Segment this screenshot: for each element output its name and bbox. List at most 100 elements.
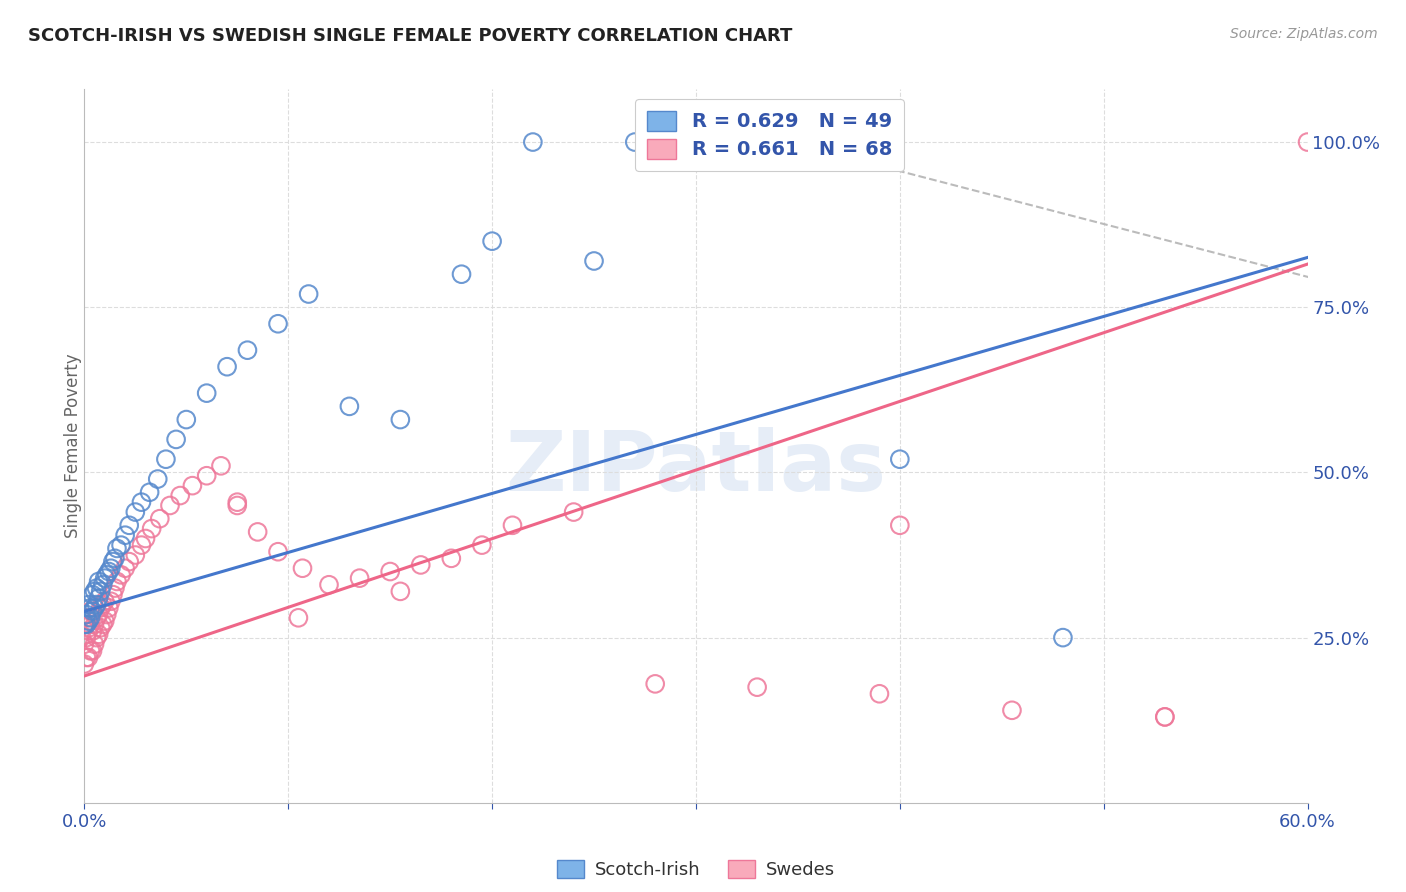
Point bbox=[86, 598, 108, 612]
Point bbox=[149, 511, 172, 525]
Point bbox=[97, 600, 120, 615]
Point bbox=[169, 489, 191, 503]
Point bbox=[73, 617, 96, 632]
Point bbox=[267, 317, 290, 331]
Point bbox=[118, 555, 141, 569]
Point bbox=[77, 624, 100, 638]
Point bbox=[100, 561, 122, 575]
Point bbox=[291, 561, 314, 575]
Point bbox=[339, 400, 361, 414]
Point bbox=[889, 518, 911, 533]
Point bbox=[79, 611, 101, 625]
Point bbox=[118, 518, 141, 533]
Point bbox=[1154, 710, 1177, 724]
Point bbox=[82, 604, 104, 618]
Point bbox=[124, 548, 146, 562]
Text: SCOTCH-IRISH VS SWEDISH SINGLE FEMALE POVERTY CORRELATION CHART: SCOTCH-IRISH VS SWEDISH SINGLE FEMALE PO… bbox=[28, 27, 793, 45]
Point bbox=[226, 499, 249, 513]
Point bbox=[79, 617, 101, 632]
Point bbox=[105, 574, 128, 589]
Point bbox=[79, 600, 101, 615]
Point bbox=[90, 621, 112, 635]
Point bbox=[83, 584, 105, 599]
Point bbox=[502, 518, 524, 533]
Point bbox=[75, 631, 97, 645]
Point bbox=[471, 538, 494, 552]
Point bbox=[124, 505, 146, 519]
Point bbox=[287, 611, 309, 625]
Point bbox=[114, 528, 136, 542]
Point bbox=[96, 607, 118, 622]
Point bbox=[86, 611, 108, 625]
Point bbox=[77, 598, 100, 612]
Point bbox=[83, 617, 105, 632]
Point bbox=[380, 565, 402, 579]
Point bbox=[440, 551, 463, 566]
Point bbox=[747, 680, 769, 694]
Point bbox=[110, 538, 132, 552]
Point bbox=[181, 478, 204, 492]
Point bbox=[318, 578, 340, 592]
Point bbox=[82, 624, 104, 638]
Point bbox=[87, 574, 110, 589]
Point bbox=[110, 567, 132, 582]
Point bbox=[79, 644, 101, 658]
Point bbox=[87, 627, 110, 641]
Point bbox=[104, 551, 127, 566]
Point bbox=[389, 584, 412, 599]
Point bbox=[77, 614, 100, 628]
Point bbox=[93, 571, 117, 585]
Point bbox=[246, 524, 269, 539]
Legend: R = 0.629   N = 49, R = 0.661   N = 68: R = 0.629 N = 49, R = 0.661 N = 68 bbox=[636, 99, 904, 171]
Point bbox=[389, 412, 412, 426]
Point bbox=[75, 611, 97, 625]
Point bbox=[83, 637, 105, 651]
Point bbox=[104, 581, 127, 595]
Point bbox=[101, 588, 124, 602]
Text: ZIPatlas: ZIPatlas bbox=[506, 427, 886, 508]
Point bbox=[131, 538, 153, 552]
Point bbox=[141, 522, 163, 536]
Point bbox=[79, 604, 101, 618]
Point bbox=[87, 607, 110, 622]
Point bbox=[131, 495, 153, 509]
Point bbox=[236, 343, 259, 358]
Text: Source: ZipAtlas.com: Source: ZipAtlas.com bbox=[1230, 27, 1378, 41]
Point bbox=[135, 532, 157, 546]
Point bbox=[82, 644, 104, 658]
Point bbox=[562, 505, 585, 519]
Point bbox=[87, 591, 110, 605]
Point bbox=[195, 386, 218, 401]
Point bbox=[195, 468, 218, 483]
Point bbox=[75, 617, 97, 632]
Point bbox=[747, 135, 769, 149]
Point bbox=[90, 584, 112, 599]
Point bbox=[267, 545, 290, 559]
Point bbox=[91, 578, 114, 592]
Point bbox=[75, 607, 97, 622]
Point bbox=[100, 594, 122, 608]
Point bbox=[73, 657, 96, 671]
Point bbox=[481, 234, 503, 248]
Y-axis label: Single Female Poverty: Single Female Poverty bbox=[65, 354, 82, 538]
Point bbox=[869, 687, 891, 701]
Point bbox=[644, 677, 666, 691]
Point bbox=[155, 452, 177, 467]
Point bbox=[1296, 135, 1319, 149]
Point bbox=[73, 617, 96, 632]
Point bbox=[93, 594, 117, 608]
Point bbox=[159, 499, 181, 513]
Point bbox=[1001, 703, 1024, 717]
Point bbox=[450, 267, 472, 281]
Point bbox=[82, 588, 104, 602]
Point bbox=[209, 458, 232, 473]
Point bbox=[349, 571, 371, 585]
Point bbox=[624, 135, 647, 149]
Point bbox=[97, 565, 120, 579]
Point bbox=[165, 433, 187, 447]
Point bbox=[75, 650, 97, 665]
Point bbox=[522, 135, 544, 149]
Point bbox=[409, 558, 432, 572]
Point bbox=[1052, 631, 1074, 645]
Point bbox=[138, 485, 160, 500]
